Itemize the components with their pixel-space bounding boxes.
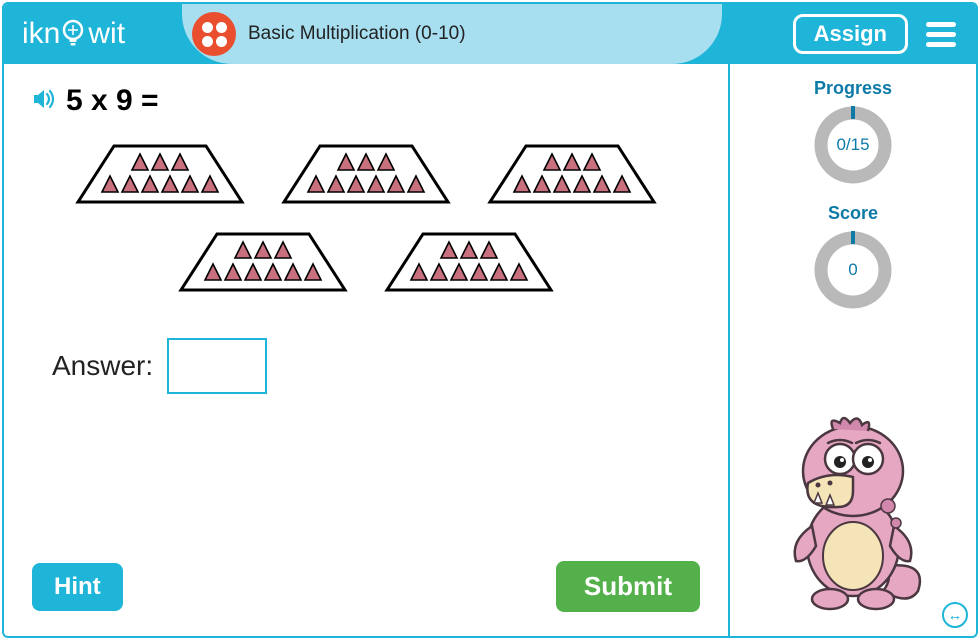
hint-button[interactable]: Hint bbox=[32, 563, 123, 611]
app-header: ikn wit Basi bbox=[4, 4, 976, 64]
score-label: Score bbox=[828, 203, 878, 224]
audio-icon[interactable] bbox=[32, 87, 58, 116]
group-trapezoid bbox=[74, 140, 246, 210]
group-trapezoid bbox=[177, 228, 349, 298]
logo-text-prefix: ikn bbox=[22, 17, 60, 51]
score-ring: 0 bbox=[811, 228, 895, 312]
stats-sidebar: Progress 0/15 Score 0 bbox=[728, 64, 976, 636]
menu-icon[interactable] bbox=[926, 22, 956, 47]
group-trapezoid bbox=[383, 228, 555, 298]
score-value: 0 bbox=[811, 228, 895, 312]
lesson-title-pill: Basic Multiplication (0-10) bbox=[182, 4, 722, 64]
progress-value: 0/15 bbox=[811, 103, 895, 187]
question-panel: 5 x 9 = Answer: Hint bbox=[4, 64, 728, 636]
progress-ring: 0/15 bbox=[811, 103, 895, 187]
visual-model bbox=[32, 140, 700, 298]
group-trapezoid bbox=[280, 140, 452, 210]
lightbulb-icon bbox=[62, 19, 84, 49]
collapse-sidebar-icon[interactable]: ↔ bbox=[942, 602, 968, 628]
answer-label: Answer: bbox=[52, 350, 153, 382]
submit-button[interactable]: Submit bbox=[556, 561, 700, 612]
mascot-character bbox=[768, 411, 938, 616]
answer-input[interactable] bbox=[167, 338, 267, 394]
lesson-title: Basic Multiplication (0-10) bbox=[248, 23, 466, 45]
level-badge-icon bbox=[192, 12, 236, 56]
question-expression: 5 x 9 = bbox=[66, 84, 159, 118]
assign-button[interactable]: Assign bbox=[793, 14, 908, 54]
progress-label: Progress bbox=[814, 78, 892, 99]
logo-text-suffix: wit bbox=[88, 17, 125, 51]
group-trapezoid bbox=[486, 140, 658, 210]
logo: ikn wit bbox=[22, 17, 125, 51]
